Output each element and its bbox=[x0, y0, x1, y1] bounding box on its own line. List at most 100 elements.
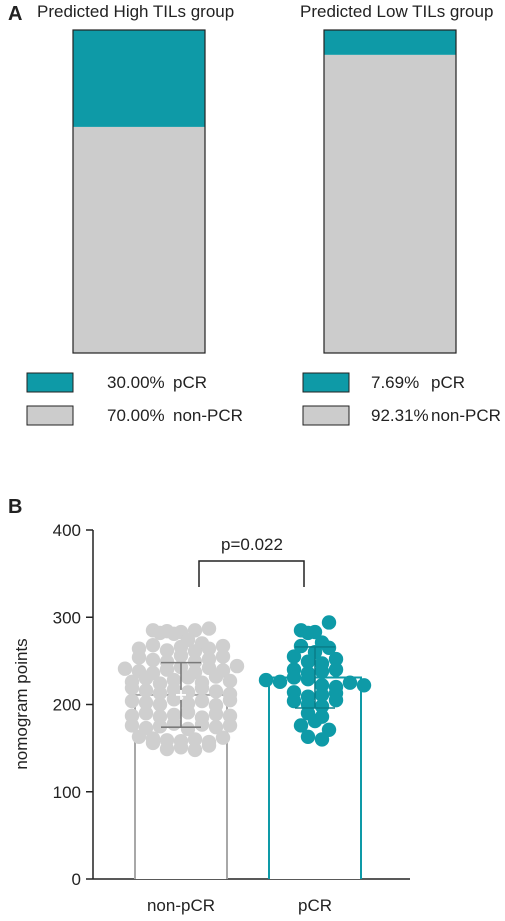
legend-label-pcr-high: pCR bbox=[173, 373, 207, 392]
data-point bbox=[180, 685, 196, 700]
data-point bbox=[187, 742, 203, 758]
stacked-segment-non-pcr bbox=[324, 54, 456, 354]
panel-a-label: A bbox=[8, 3, 22, 25]
data-point bbox=[201, 621, 217, 636]
high-tils-group-title: Predicted High TILs group bbox=[37, 2, 234, 21]
data-point bbox=[180, 705, 196, 720]
y-tick-label: 400 bbox=[53, 521, 81, 540]
data-point bbox=[208, 684, 224, 699]
data-point bbox=[145, 735, 161, 751]
data-point bbox=[321, 640, 337, 655]
data-point bbox=[187, 654, 203, 669]
data-point bbox=[314, 699, 330, 714]
data-point bbox=[222, 692, 238, 708]
data-point bbox=[286, 670, 302, 685]
low-tils-stacked-bar bbox=[323, 29, 457, 354]
data-point bbox=[173, 648, 189, 663]
data-point bbox=[293, 718, 309, 733]
data-point bbox=[152, 719, 168, 734]
data-point bbox=[286, 649, 302, 664]
data-point bbox=[124, 718, 140, 733]
data-point bbox=[138, 695, 154, 710]
data-point bbox=[159, 741, 175, 757]
stacked-segment-non-pcr bbox=[73, 126, 205, 354]
data-point bbox=[272, 674, 288, 690]
data-point bbox=[208, 669, 224, 684]
data-point bbox=[180, 721, 196, 737]
stacked-bar-outline bbox=[72, 29, 206, 354]
data-point bbox=[293, 638, 309, 654]
data-point bbox=[194, 693, 210, 709]
data-point bbox=[300, 625, 316, 641]
legend-label-nonpcr-low: non-PCR bbox=[431, 406, 501, 425]
data-point bbox=[180, 670, 196, 685]
legend-value-nonpcr-high: 70.00% bbox=[107, 406, 165, 425]
legend-swatch-nonpcr-high bbox=[26, 405, 74, 426]
x-tick-label-pcr: pCR bbox=[298, 896, 332, 915]
data-point bbox=[138, 671, 154, 686]
data-point bbox=[187, 732, 203, 747]
data-point bbox=[159, 643, 175, 658]
data-point bbox=[286, 693, 302, 709]
legend-swatch-nonpcr-low bbox=[302, 405, 350, 426]
legend-swatch-pcr-low bbox=[302, 372, 350, 393]
data-point bbox=[300, 671, 316, 687]
data-point bbox=[124, 693, 140, 709]
data-point bbox=[229, 658, 245, 674]
stacked-bar-outline bbox=[323, 29, 457, 354]
data-point bbox=[215, 730, 231, 745]
low-tils-group-title: Predicted Low TILs group bbox=[300, 2, 493, 21]
data-point bbox=[194, 717, 210, 732]
data-point bbox=[314, 732, 330, 747]
data-point bbox=[321, 615, 337, 630]
data-point bbox=[328, 651, 344, 667]
data-point bbox=[328, 692, 344, 708]
data-point bbox=[166, 626, 182, 642]
data-point bbox=[117, 661, 133, 676]
data-point bbox=[152, 625, 168, 641]
data-point bbox=[145, 652, 161, 668]
legend-swatch-pcr-high bbox=[26, 372, 74, 393]
legend-label-nonpcr-high: non-PCR bbox=[173, 406, 243, 425]
y-axis-title: nomogram points bbox=[12, 638, 31, 769]
y-ticks: 0 100 200 300 400 bbox=[53, 521, 93, 889]
data-point bbox=[187, 644, 203, 659]
data-point bbox=[138, 683, 154, 698]
data-point bbox=[215, 649, 231, 664]
x-tick-label-non-pcr: non-pCR bbox=[147, 896, 215, 915]
data-point bbox=[222, 673, 238, 689]
data-point bbox=[152, 685, 168, 701]
data-point bbox=[307, 713, 323, 729]
data-point bbox=[328, 662, 344, 677]
data-point bbox=[138, 706, 154, 721]
data-point bbox=[314, 664, 330, 679]
legend-value-pcr-high: 30.00% bbox=[107, 373, 165, 392]
data-point bbox=[222, 718, 238, 733]
data-point bbox=[215, 638, 231, 654]
p-value-label: p=0.022 bbox=[221, 535, 283, 554]
data-point bbox=[166, 716, 182, 731]
data-point bbox=[145, 637, 161, 653]
data-point bbox=[173, 740, 189, 755]
data-point bbox=[356, 678, 372, 693]
stacked-segment-pcr bbox=[73, 30, 205, 127]
data-point bbox=[208, 706, 224, 722]
y-tick-label: 200 bbox=[53, 696, 81, 715]
data-point bbox=[131, 650, 147, 665]
legend-value-nonpcr-low: 92.31% bbox=[371, 406, 429, 425]
data-point bbox=[342, 675, 358, 690]
panel-b-label: B bbox=[8, 496, 22, 518]
legend-label-pcr-low: pCR bbox=[431, 373, 465, 392]
data-point bbox=[300, 729, 316, 744]
data-point bbox=[258, 672, 274, 688]
y-tick-label: 300 bbox=[53, 608, 81, 627]
y-tick-label: 0 bbox=[72, 870, 81, 889]
significance-bracket bbox=[198, 560, 305, 587]
data-point bbox=[159, 662, 175, 677]
high-tils-stacked-bar bbox=[72, 29, 206, 354]
data-point bbox=[208, 719, 224, 735]
data-point bbox=[201, 738, 217, 753]
legend-value-pcr-low: 7.69% bbox=[371, 373, 419, 392]
data-point bbox=[300, 654, 316, 669]
